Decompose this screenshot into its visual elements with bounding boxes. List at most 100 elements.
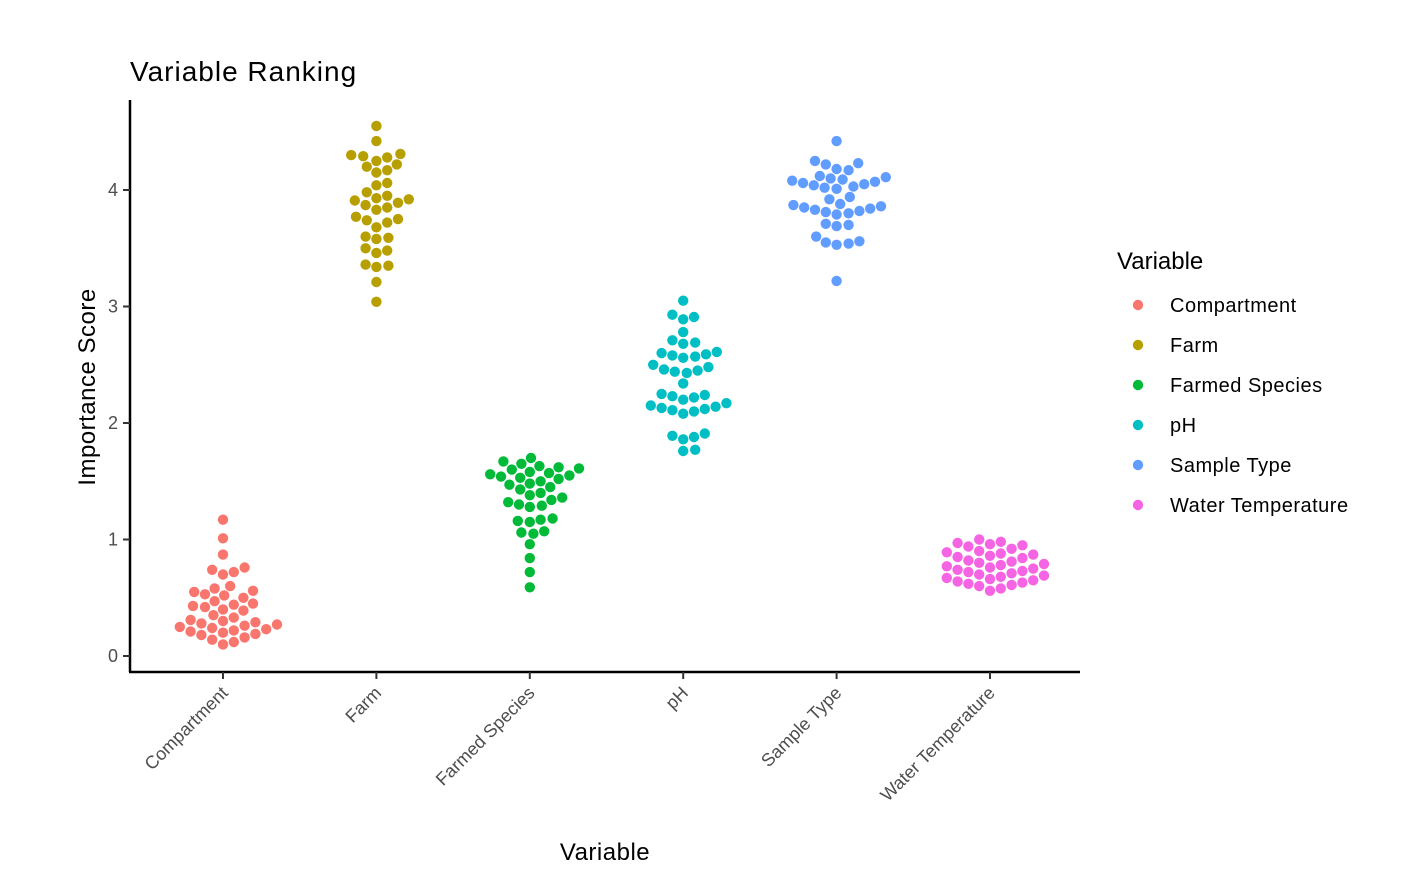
point-farmed-species	[524, 582, 535, 593]
point-ph	[688, 392, 700, 403]
point-ph	[692, 365, 703, 376]
point-compartment	[228, 625, 239, 636]
point-sample-type	[831, 183, 842, 194]
point-farmed-species	[547, 513, 558, 524]
point-farmed-species	[525, 452, 537, 464]
point-water-temperature	[984, 539, 996, 550]
point-farm	[361, 161, 372, 172]
point-sample-type	[865, 203, 876, 214]
point-ph	[690, 444, 701, 455]
point-sample-type	[809, 204, 821, 215]
point-compartment	[250, 628, 261, 640]
point-compartment	[199, 589, 211, 600]
point-sample-type	[831, 239, 842, 250]
point-farm	[392, 197, 404, 208]
point-farm	[383, 232, 394, 243]
point-farmed-species	[524, 516, 535, 528]
point-ph	[688, 311, 700, 323]
legend-item-farm: Farm	[1132, 335, 1218, 357]
point-farm	[383, 260, 394, 271]
point-water-temperature	[963, 555, 974, 566]
series-farmed-species	[485, 452, 585, 593]
plot-area	[174, 120, 1050, 650]
point-water-temperature	[952, 537, 963, 549]
y-tick-label: 0	[108, 646, 118, 666]
point-ph	[667, 405, 678, 416]
point-farmed-species	[512, 515, 523, 527]
legend-item-compartment: Compartment	[1132, 295, 1296, 317]
point-sample-type	[820, 237, 831, 248]
point-ph	[711, 346, 722, 358]
point-water-temperature	[995, 571, 1006, 582]
point-compartment	[228, 599, 239, 610]
point-farmed-species	[504, 479, 515, 490]
point-water-temperature	[984, 585, 996, 596]
point-compartment	[228, 636, 239, 648]
point-compartment	[174, 621, 185, 633]
point-water-temperature	[963, 541, 974, 552]
point-farm	[382, 202, 393, 213]
point-farm	[350, 211, 362, 222]
series-water-temperature	[941, 534, 1050, 596]
point-compartment	[239, 620, 250, 631]
point-sample-type	[820, 206, 831, 218]
point-sample-type	[843, 208, 854, 219]
point-farm	[371, 155, 382, 167]
point-sample-type	[859, 179, 870, 190]
point-farmed-species	[495, 471, 507, 482]
point-compartment	[207, 634, 218, 645]
point-ph	[688, 431, 700, 443]
point-water-temperature	[974, 580, 985, 592]
point-compartment	[217, 533, 229, 544]
axes: 0 1 2 3 4 Compartment Farm Farmed Species pH Samp…	[108, 100, 1080, 805]
point-water-temperature	[941, 572, 952, 584]
legend-label: pH	[1170, 415, 1197, 437]
legend-swatch	[1132, 459, 1144, 471]
point-sample-type	[854, 205, 865, 217]
point-ph	[678, 408, 689, 419]
point-farm	[346, 149, 357, 161]
point-sample-type	[869, 176, 881, 187]
point-farmed-species	[503, 497, 514, 508]
point-ph	[710, 401, 721, 412]
point-sample-type	[837, 174, 848, 185]
point-compartment	[209, 596, 220, 607]
point-compartment	[217, 604, 229, 615]
point-compartment	[208, 610, 219, 621]
point-compartment	[217, 549, 229, 560]
point-sample-type	[811, 231, 822, 242]
point-sample-type	[787, 175, 798, 186]
point-compartment	[217, 569, 229, 580]
point-farm	[371, 233, 382, 245]
point-farmed-species	[524, 490, 535, 501]
point-water-temperature	[1017, 577, 1028, 588]
legend-label: Water Temperature	[1170, 495, 1349, 517]
point-farmed-species	[524, 501, 535, 513]
point-sample-type	[831, 275, 842, 287]
point-farmed-species	[536, 500, 547, 511]
point-ph	[656, 388, 667, 400]
point-compartment	[196, 618, 207, 629]
point-ph	[678, 338, 689, 349]
point-farmed-species	[535, 476, 546, 487]
point-sample-type	[819, 182, 830, 193]
point-compartment	[225, 580, 236, 592]
point-farm	[403, 194, 414, 205]
point-farmed-species	[524, 539, 535, 550]
point-compartment	[207, 564, 218, 575]
point-compartment	[217, 514, 229, 525]
point-farmed-species	[535, 487, 546, 499]
point-farmed-species	[498, 456, 509, 467]
point-compartment	[250, 617, 261, 628]
series-ph	[645, 295, 732, 457]
point-water-temperature	[995, 536, 1006, 547]
point-water-temperature	[1006, 579, 1017, 591]
point-compartment	[238, 592, 249, 603]
point-ph	[699, 389, 710, 401]
point-sample-type	[824, 194, 835, 205]
point-ph	[648, 359, 659, 370]
point-farmed-species	[557, 492, 568, 503]
point-farm	[395, 148, 406, 160]
point-farmed-species	[524, 566, 535, 578]
